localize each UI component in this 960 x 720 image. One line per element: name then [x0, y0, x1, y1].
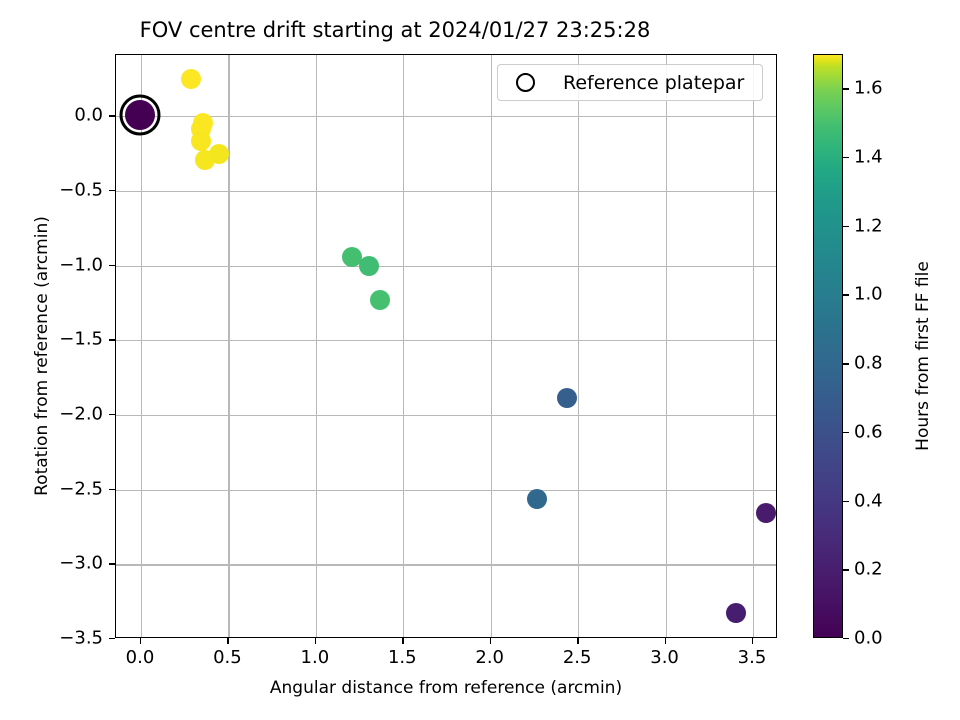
x-axis-label: Angular distance from reference (arcmin)	[269, 678, 623, 698]
y-tick-mark	[109, 563, 115, 565]
y-axis-label: Rotation from reference (arcmin)	[32, 216, 52, 496]
x-tick-mark	[402, 638, 404, 644]
colorbar-tick-label: 1.0	[854, 283, 883, 305]
y-tick-mark	[109, 413, 115, 416]
y-tick-label: −3.0	[59, 552, 103, 574]
x-tick-mark	[227, 638, 229, 644]
colorbar-tick-label: 0.0	[854, 627, 883, 649]
colorbar-tick-mark	[843, 431, 849, 434]
gridline-vertical	[403, 55, 405, 637]
gridline-vertical	[752, 55, 755, 637]
x-tick-mark	[751, 638, 754, 644]
y-tick-label: −1.5	[59, 328, 103, 350]
y-tick-mark	[109, 264, 115, 266]
gridline-vertical	[578, 55, 580, 637]
scatter-point-marker	[369, 290, 390, 311]
scatter-point-marker	[755, 502, 776, 523]
reference-point-ring-icon	[119, 94, 161, 136]
x-tick-mark	[664, 638, 666, 644]
scatter-point-marker	[526, 489, 547, 510]
x-tick-label: 2.5	[562, 647, 592, 668]
plot-area	[116, 55, 776, 637]
colorbar-tick-label: 0.2	[854, 558, 883, 580]
y-tick-label: −0.5	[59, 179, 103, 201]
colorbar-tick-mark	[843, 363, 849, 365]
y-tick-label: −2.5	[59, 478, 103, 500]
gridline-horizontal	[116, 265, 776, 267]
y-tick-mark	[109, 488, 115, 491]
scatter-point-marker	[359, 256, 380, 277]
colorbar-tick-label: 0.8	[854, 352, 883, 374]
x-tick-label: 1.5	[387, 647, 417, 668]
colorbar-tick-mark	[843, 88, 849, 90]
gridline-vertical	[228, 55, 230, 637]
y-tick-mark	[109, 339, 115, 341]
y-tick-mark	[109, 115, 115, 117]
colorbar-tick-label: 0.4	[854, 490, 883, 512]
gridline-horizontal	[116, 116, 776, 118]
scatter-point-marker	[341, 247, 362, 268]
x-tick-label: 0.0	[125, 647, 155, 668]
x-tick-mark	[577, 638, 579, 644]
x-tick-label: 0.5	[213, 647, 242, 668]
gridline-vertical	[141, 55, 143, 637]
y-tick-label: 0.0	[74, 104, 103, 126]
colorbar-label: Hours from first FF file	[913, 261, 933, 451]
scatter-point-marker	[208, 144, 229, 165]
colorbar-tick-mark	[843, 294, 849, 296]
gridline-horizontal	[116, 340, 776, 342]
colorbar-tick-mark	[843, 157, 849, 159]
y-tick-label: −2.0	[59, 403, 103, 425]
x-tick-label: 3.0	[650, 647, 679, 668]
gridline-horizontal	[116, 489, 776, 491]
legend-marker-open-circle-icon	[516, 73, 535, 92]
gridline-horizontal	[116, 564, 776, 566]
colorbar-tick-mark	[843, 638, 849, 640]
scatter-point-marker	[191, 130, 212, 151]
colorbar-gradient	[813, 54, 843, 638]
gridline-vertical	[665, 55, 667, 637]
y-tick-mark	[109, 189, 115, 192]
x-tick-mark	[314, 638, 317, 644]
colorbar-tick-label: 0.6	[854, 421, 883, 443]
colorbar-tick-mark	[843, 569, 849, 571]
gridline-vertical	[315, 55, 318, 637]
gridline-horizontal	[116, 414, 776, 417]
scatter-point-marker	[556, 387, 577, 408]
x-tick-mark	[489, 638, 492, 644]
colorbar-tick-label: 1.6	[854, 77, 883, 99]
colorbar: 0.0 0.2 0.4 0.6 0.8 1.0 1.2 1.4 1.6	[813, 54, 883, 649]
colorbar-tick-label: 1.2	[854, 215, 883, 237]
y-tick-mark	[109, 638, 115, 640]
x-tick-label: 1.0	[300, 647, 330, 668]
chart-title: FOV centre drift starting at 2024/01/27 …	[139, 18, 651, 42]
colorbar-tick-label: 1.4	[854, 146, 883, 168]
x-tick-mark	[140, 638, 142, 644]
legend: Reference platepar	[497, 64, 763, 101]
gridline-vertical	[490, 55, 492, 637]
y-tick-label: −1.0	[59, 254, 103, 276]
plot-axes	[115, 54, 777, 638]
colorbar-tick-mark	[843, 225, 849, 228]
legend-entry-label: Reference platepar	[563, 71, 745, 94]
x-tick-label: 3.5	[737, 647, 767, 668]
gridline-horizontal	[116, 190, 776, 193]
colorbar-tick-mark	[843, 500, 849, 502]
scatter-point-marker	[180, 69, 201, 90]
y-tick-label: −3.5	[59, 627, 103, 649]
x-tick-label: 2.0	[475, 647, 505, 668]
scatter-point-marker	[726, 602, 747, 623]
